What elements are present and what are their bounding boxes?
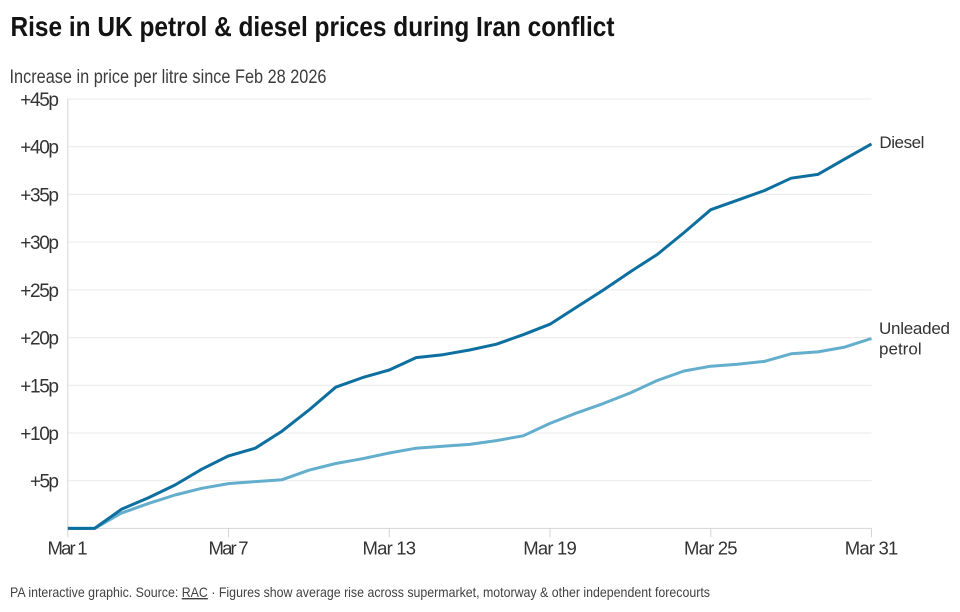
svg-text:Mar 25: Mar 25 xyxy=(684,537,738,558)
svg-text:Mar 31: Mar 31 xyxy=(845,537,899,558)
svg-text:PA interactive graphic. Source: PA interactive graphic. Source: RAC · Fi… xyxy=(10,584,710,600)
svg-text:+35p: +35p xyxy=(20,185,59,206)
svg-text:Mar 13: Mar 13 xyxy=(363,537,417,558)
svg-text:+5p: +5p xyxy=(30,472,59,493)
svg-text:petrol: petrol xyxy=(879,340,922,359)
svg-text:Mar 19: Mar 19 xyxy=(523,537,577,558)
svg-text:Unleaded: Unleaded xyxy=(879,319,950,338)
svg-text:+10p: +10p xyxy=(20,424,59,445)
svg-text:+20p: +20p xyxy=(20,329,59,350)
svg-text:+25p: +25p xyxy=(20,281,59,302)
svg-text:Mar 7: Mar 7 xyxy=(209,537,249,558)
svg-text:+45p: +45p xyxy=(20,90,59,111)
svg-text:+40p: +40p xyxy=(20,138,59,159)
svg-text:+15p: +15p xyxy=(20,376,59,397)
svg-text:Mar 1: Mar 1 xyxy=(48,537,88,558)
svg-text:+30p: +30p xyxy=(20,233,59,254)
svg-text:Increase in price per litre si: Increase in price per litre since Feb 28… xyxy=(10,67,327,88)
svg-text:Rise in UK petrol & diesel pri: Rise in UK petrol & diesel prices during… xyxy=(11,11,615,42)
svg-text:Diesel: Diesel xyxy=(879,133,924,152)
